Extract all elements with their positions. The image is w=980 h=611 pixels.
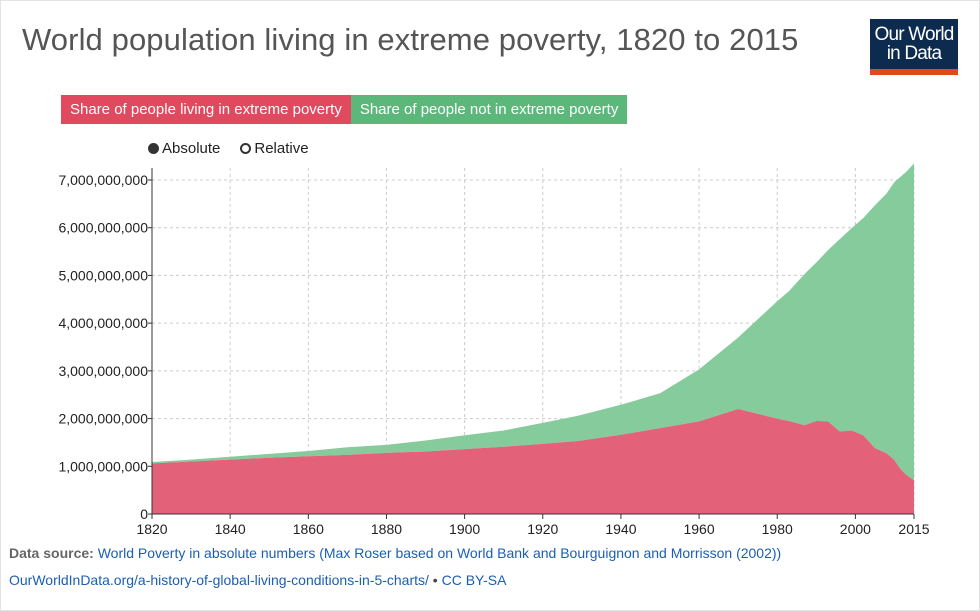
absolute-radio[interactable] (148, 143, 159, 154)
area-poverty (152, 409, 914, 514)
article-link[interactable]: OurWorldInData.org/a-history-of-global-l… (9, 572, 429, 588)
legend-item-poverty[interactable]: Share of people living in extreme povert… (61, 95, 351, 124)
area-chart: 0 1,000,000,000 2,000,000,000 3,000,000,000… (58, 163, 930, 537)
separator: • (428, 572, 442, 588)
x-tick-label: 1860 (293, 521, 324, 537)
x-tick-label: 1940 (605, 521, 636, 537)
area-not-poverty (152, 163, 914, 481)
relative-option[interactable]: Relative (240, 140, 309, 157)
logo-accent-bar (870, 69, 958, 75)
source-label: Data source: (9, 545, 94, 561)
x-tick-label: 1920 (527, 521, 558, 537)
y-tick-label: 1,000,000,000 (58, 458, 148, 474)
x-tick-label: 1980 (762, 521, 793, 537)
x-tick-label: 1880 (371, 521, 402, 537)
y-tick-label: 5,000,000,000 (58, 267, 148, 283)
logo-line1: Our World (874, 24, 954, 45)
chart-title: World population living in extreme pover… (22, 22, 799, 57)
x-tick-label: 2000 (840, 521, 871, 537)
y-tick-label: 4,000,000,000 (58, 315, 148, 331)
owid-logo[interactable]: Our World in Data (870, 19, 958, 75)
x-tick-label: 1900 (449, 521, 480, 537)
logo-line2: in Data (886, 43, 942, 64)
license-link[interactable]: CC BY-SA (441, 572, 507, 588)
y-tick-label: 6,000,000,000 (58, 220, 148, 236)
y-tick-label: 0 (140, 506, 148, 522)
x-tick-label: 1840 (215, 521, 246, 537)
source-link[interactable]: World Poverty in absolute numbers (Max R… (97, 545, 782, 561)
y-tick-label: 7,000,000,000 (58, 172, 148, 188)
url-line: OurWorldInData.org/a-history-of-global-l… (9, 572, 506, 588)
y-tick-label: 3,000,000,000 (58, 363, 148, 379)
legend-item-not-poverty[interactable]: Share of people not in extreme poverty (350, 95, 628, 124)
scale-toggle: Absolute Relative (148, 140, 329, 157)
x-tick-label: 2015 (898, 521, 929, 537)
legend: Share of people living in extreme povert… (61, 95, 628, 124)
x-tick-label: 1820 (136, 521, 167, 537)
x-tick-label: 1960 (683, 521, 714, 537)
y-tick-label: 2,000,000,000 (58, 411, 148, 427)
relative-radio[interactable] (240, 143, 252, 154)
relative-label: Relative (254, 140, 309, 157)
data-source-line: Data source: World Poverty in absolute n… (9, 545, 781, 561)
absolute-label: Absolute (162, 140, 221, 157)
absolute-option[interactable]: Absolute (148, 140, 220, 157)
